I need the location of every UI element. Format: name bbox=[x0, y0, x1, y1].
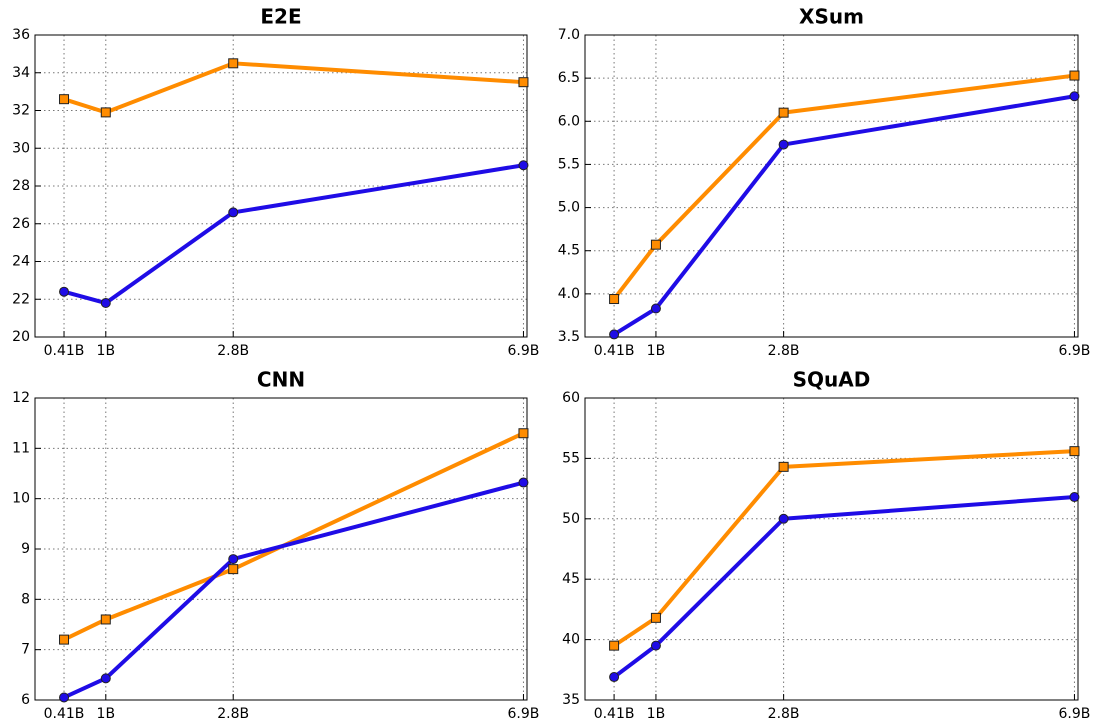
marker bbox=[59, 94, 70, 105]
y-tick-label: 35 bbox=[562, 692, 580, 708]
marker bbox=[228, 58, 239, 69]
series-line bbox=[63, 480, 524, 700]
marker bbox=[518, 428, 529, 439]
marker bbox=[650, 303, 661, 314]
marker bbox=[650, 239, 661, 250]
marker bbox=[778, 513, 789, 524]
x-tick-label: 0.41B bbox=[44, 706, 85, 722]
y-tick-label: 6.5 bbox=[558, 70, 580, 86]
marker bbox=[518, 160, 529, 171]
marker bbox=[100, 614, 111, 625]
marker bbox=[518, 77, 529, 88]
chart-title: XSum bbox=[799, 5, 864, 29]
series-line bbox=[612, 73, 1075, 301]
series-line bbox=[613, 94, 1075, 337]
x-tick-label: 1B bbox=[97, 343, 116, 359]
y-tick-label: 32 bbox=[12, 103, 30, 119]
y-tick-label: 5.0 bbox=[558, 200, 580, 216]
y-tick-label: 9 bbox=[21, 541, 30, 557]
chart-title: SQuAD bbox=[793, 368, 871, 392]
y-tick-label: 30 bbox=[12, 140, 30, 156]
x-tick-label: 2.8B bbox=[768, 343, 800, 359]
series-line bbox=[612, 449, 1075, 648]
marker bbox=[100, 107, 111, 118]
x-tick-label: 2.8B bbox=[217, 343, 249, 359]
marker bbox=[609, 640, 620, 651]
marker bbox=[778, 461, 789, 472]
x-tick-label: 2.8B bbox=[768, 706, 800, 722]
series-line bbox=[612, 495, 1075, 679]
marker bbox=[59, 286, 70, 297]
marker bbox=[778, 139, 789, 150]
marker bbox=[518, 477, 529, 488]
y-tick-label: 45 bbox=[562, 571, 580, 587]
x-tick-label: 1B bbox=[647, 706, 666, 722]
y-tick-label: 24 bbox=[12, 254, 30, 270]
chart-title: CNN bbox=[257, 368, 305, 392]
y-tick-label: 26 bbox=[12, 216, 30, 232]
marker bbox=[59, 692, 70, 703]
series-line bbox=[63, 163, 524, 306]
marker bbox=[100, 298, 111, 309]
marker bbox=[778, 107, 789, 118]
y-tick-label: 8 bbox=[21, 591, 30, 607]
y-tick-label: 4.0 bbox=[558, 286, 580, 302]
x-tick-label: 0.41B bbox=[594, 343, 635, 359]
marker bbox=[59, 634, 70, 645]
y-tick-label: 7 bbox=[21, 642, 30, 658]
y-tick-label: 22 bbox=[12, 291, 30, 307]
y-tick-label: 6.0 bbox=[558, 113, 580, 129]
marker bbox=[228, 207, 239, 218]
marker bbox=[650, 640, 661, 651]
y-tick-label: 34 bbox=[12, 65, 30, 81]
marker bbox=[1069, 446, 1080, 457]
y-tick-label: 6 bbox=[21, 692, 30, 708]
y-tick-label: 20 bbox=[12, 329, 30, 345]
plot-frame bbox=[584, 397, 1079, 701]
x-tick-label: 6.9B bbox=[508, 343, 540, 359]
x-tick-label: 6.9B bbox=[508, 706, 540, 722]
marker bbox=[228, 564, 239, 575]
marker bbox=[1069, 70, 1080, 81]
y-tick-label: 55 bbox=[562, 450, 580, 466]
chart-title: E2E bbox=[260, 5, 301, 29]
marker bbox=[609, 672, 620, 683]
x-tick-label: 1B bbox=[647, 343, 666, 359]
marker bbox=[609, 294, 620, 305]
y-tick-label: 12 bbox=[12, 390, 30, 406]
x-tick-label: 6.9B bbox=[1059, 706, 1091, 722]
plot-frame bbox=[584, 34, 1079, 338]
y-tick-label: 40 bbox=[562, 632, 580, 648]
y-tick-label: 50 bbox=[562, 511, 580, 527]
y-tick-label: 5.5 bbox=[558, 156, 580, 172]
y-tick-label: 7.0 bbox=[558, 27, 580, 43]
marker bbox=[609, 329, 620, 340]
x-tick-label: 6.9B bbox=[1059, 343, 1091, 359]
y-tick-label: 60 bbox=[562, 390, 580, 406]
marker bbox=[100, 673, 111, 684]
plot-frame bbox=[34, 34, 528, 338]
x-tick-label: 0.41B bbox=[594, 706, 635, 722]
marker bbox=[228, 554, 239, 565]
series-line bbox=[63, 61, 524, 115]
x-tick-label: 1B bbox=[97, 706, 116, 722]
marker bbox=[650, 612, 661, 623]
plot-frame bbox=[34, 397, 528, 701]
marker bbox=[1069, 91, 1080, 102]
y-tick-label: 28 bbox=[12, 178, 30, 194]
y-tick-label: 10 bbox=[12, 491, 30, 507]
marker bbox=[1069, 492, 1080, 503]
series-line bbox=[63, 431, 525, 642]
x-tick-label: 2.8B bbox=[217, 706, 249, 722]
y-tick-label: 11 bbox=[12, 440, 30, 456]
y-tick-label: 3.5 bbox=[558, 329, 580, 345]
y-tick-label: 36 bbox=[12, 27, 30, 43]
y-tick-label: 4.5 bbox=[558, 243, 580, 259]
x-tick-label: 0.41B bbox=[44, 343, 85, 359]
